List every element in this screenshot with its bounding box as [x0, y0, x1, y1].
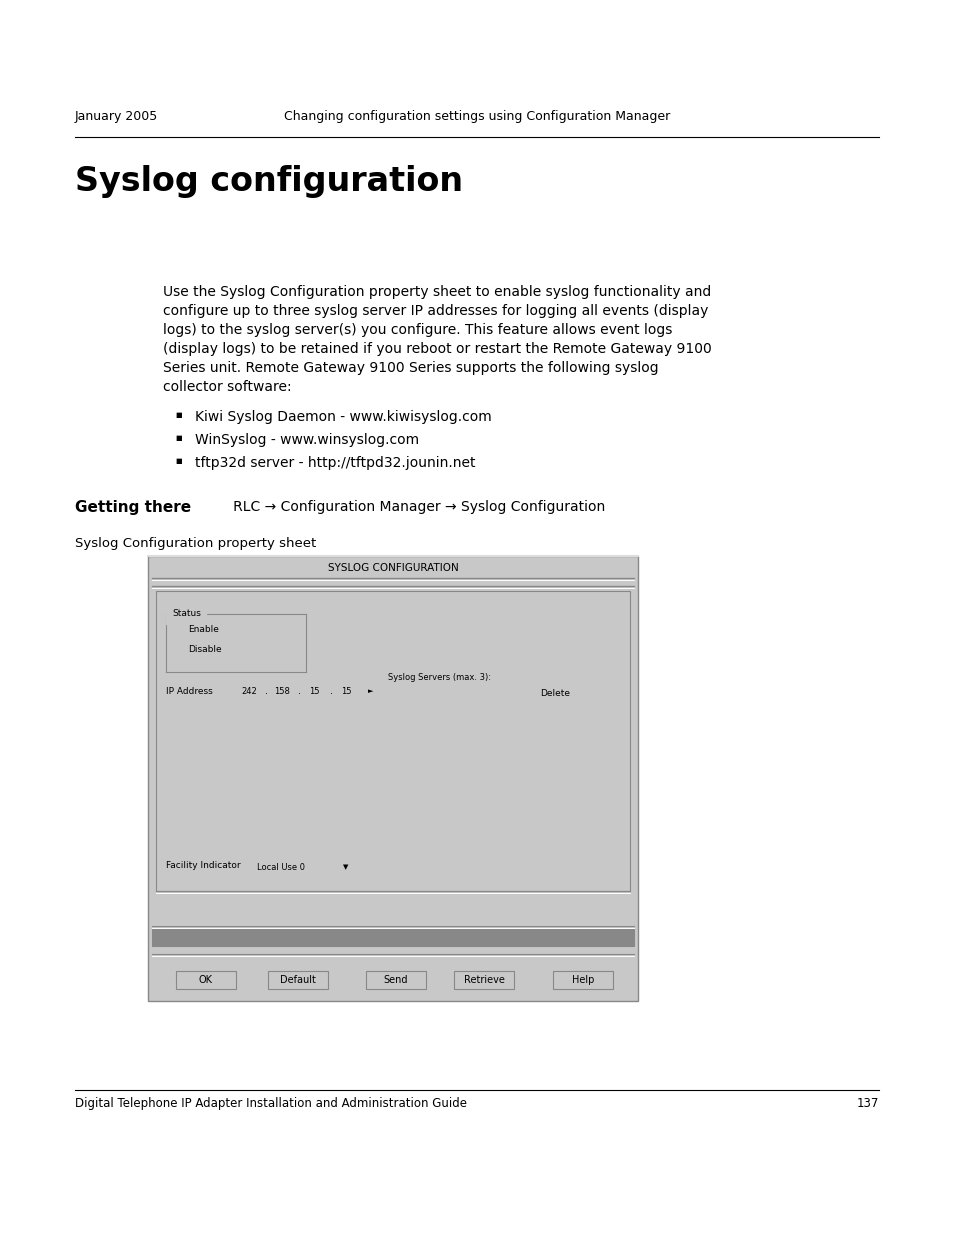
Bar [152, 927, 634, 946]
Text: Send: Send [383, 974, 408, 986]
Text: January 2005: January 2005 [75, 110, 158, 124]
Text: Default: Default [280, 974, 315, 986]
Circle shape [175, 626, 184, 634]
Text: Getting there: Getting there [75, 500, 191, 515]
Bar [175, 971, 235, 989]
Text: .: . [330, 685, 333, 697]
Text: (display logs) to be retained if you reboot or restart the Remote Gateway 9100: (display logs) to be retained if you reb… [163, 342, 711, 356]
Bar [268, 684, 295, 698]
Text: Enable: Enable [188, 625, 218, 635]
Bar [253, 860, 353, 876]
Text: Local Use 0: Local Use 0 [256, 862, 305, 872]
Bar [234, 684, 263, 698]
Text: 158: 158 [274, 687, 290, 695]
Text: Use the Syslog Configuration property sheet to enable syslog functionality and: Use the Syslog Configuration property sh… [163, 285, 711, 299]
Text: IP Address: IP Address [166, 687, 213, 695]
Text: SYSLOG CONFIGURATION: SYSLOG CONFIGURATION [327, 563, 457, 573]
Text: WinSyslog - www.winsyslog.com: WinSyslog - www.winsyslog.com [194, 433, 418, 447]
Text: Kiwi Syslog Daemon - www.kiwisyslog.com: Kiwi Syslog Daemon - www.kiwisyslog.com [194, 410, 491, 424]
Text: 137: 137 [856, 1097, 878, 1110]
Text: Changing configuration settings using Configuration Manager: Changing configuration settings using Co… [284, 110, 669, 124]
Circle shape [175, 646, 184, 655]
Text: Digital Telephone IP Adapter Installation and Administration Guide: Digital Telephone IP Adapter Installatio… [75, 1097, 467, 1110]
Text: Retrieve: Retrieve [463, 974, 504, 986]
Text: Series unit. Remote Gateway 9100 Series supports the following syslog: Series unit. Remote Gateway 9100 Series … [163, 361, 658, 375]
Text: Syslog Configuration property sheet: Syslog Configuration property sheet [75, 537, 315, 550]
Text: .: . [297, 685, 301, 697]
Text: OK: OK [199, 974, 213, 986]
Text: Delete: Delete [540, 689, 570, 699]
Text: ■: ■ [174, 458, 181, 464]
Text: configure up to three syslog server IP addresses for logging all events (display: configure up to three syslog server IP a… [163, 304, 708, 317]
Text: ■: ■ [174, 435, 181, 441]
Text: ►: ► [368, 688, 374, 694]
Text: 15: 15 [340, 687, 351, 695]
Text: ■: ■ [174, 412, 181, 417]
Bar [553, 971, 613, 989]
Text: collector software:: collector software: [163, 380, 292, 394]
Text: logs) to the syslog server(s) you configure. This feature allows event logs: logs) to the syslog server(s) you config… [163, 324, 672, 337]
Bar [268, 971, 328, 989]
Text: Status: Status [172, 610, 201, 619]
Text: Disable: Disable [188, 646, 221, 655]
Text: 15: 15 [309, 687, 319, 695]
Bar [156, 592, 629, 890]
Text: RLC → Configuration Manager → Syslog Configuration: RLC → Configuration Manager → Syslog Con… [220, 500, 604, 514]
Bar [338, 860, 353, 876]
Text: .: . [265, 685, 268, 697]
Bar [527, 685, 582, 701]
Text: Syslog configuration: Syslog configuration [75, 165, 462, 198]
Text: ▼: ▼ [343, 864, 349, 869]
Bar [332, 684, 359, 698]
Bar [299, 684, 328, 698]
Text: Syslog Servers (max. 3):: Syslog Servers (max. 3): [388, 673, 491, 683]
Circle shape [178, 629, 182, 632]
Text: 242: 242 [241, 687, 256, 695]
Bar [364, 684, 377, 698]
Bar [388, 685, 517, 836]
Bar [366, 971, 426, 989]
Text: tftp32d server - http://tftpd32.jounin.net: tftp32d server - http://tftpd32.jounin.n… [194, 456, 475, 471]
Text: Help: Help [571, 974, 594, 986]
Bar [454, 971, 514, 989]
Text: Facility Indicator: Facility Indicator [166, 862, 240, 871]
Bar [148, 556, 638, 1002]
